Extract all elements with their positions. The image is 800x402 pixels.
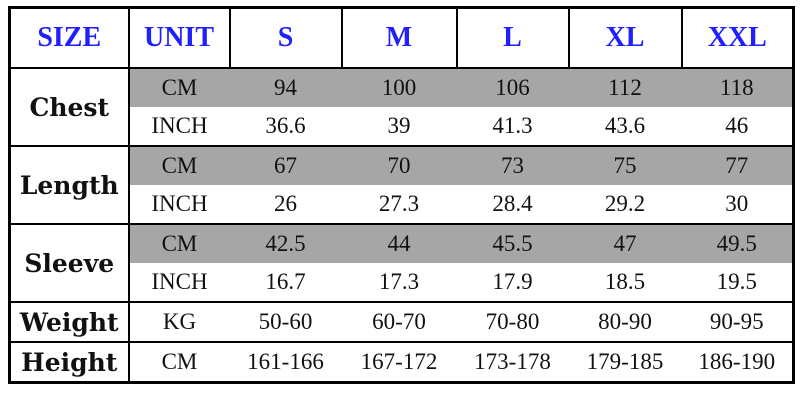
value-cell: 30 [681, 185, 794, 225]
row-label: Chest [8, 67, 130, 147]
value-cell: 179-185 [568, 341, 682, 384]
header-cell: L [456, 6, 570, 69]
value-cell: 100 [341, 67, 457, 107]
value-cell: 94 [229, 67, 342, 107]
row-label: Length [8, 145, 130, 225]
value-cell: 41.3 [456, 107, 569, 147]
unit-cell: CM [127, 341, 230, 384]
data-row: Length CM 67 70 73 75 77 [8, 145, 794, 225]
value-cell: 36.6 [229, 107, 342, 147]
header-cell: S [228, 6, 343, 69]
header-cell: SIZE [8, 6, 130, 69]
value-cell: 75 [568, 145, 682, 185]
value-cell: 47 [568, 223, 682, 263]
value-cell: 167-172 [341, 341, 457, 384]
value-cell: 73 [456, 145, 569, 185]
size-chart: SIZE UNIT S M L XL XXL Chest CM 94 100 106 112 118 INC… [8, 6, 795, 384]
value-cell: 27.3 [341, 185, 457, 225]
value-cell: 70 [341, 145, 457, 185]
value-cell: 186-190 [681, 341, 794, 384]
value-cell: 60-70 [341, 301, 457, 343]
data-row: Sleeve CM 42.5 44 45.5 47 49.5 [8, 223, 794, 303]
unit-cell: CM [127, 67, 230, 107]
unit-cell: CM [127, 223, 230, 263]
row-label: Sleeve [8, 223, 130, 303]
value-cell: 29.2 [568, 185, 682, 225]
value-cell: 17.9 [456, 263, 569, 303]
value-cell: 44 [341, 223, 457, 263]
data-row: Chest CM 94 100 106 112 118 [8, 67, 794, 147]
row-label: Height [8, 341, 130, 384]
row-label: Weight [8, 301, 130, 343]
value-cell: 43.6 [568, 107, 682, 147]
value-cell: 50-60 [229, 301, 342, 343]
value-cell: 17.3 [341, 263, 457, 303]
data-row: Height CM 161-166 167-172 173-178 179-185 186-… [8, 341, 794, 384]
value-cell: 26 [229, 185, 342, 225]
value-cell: 28.4 [456, 185, 569, 225]
header-cell: M [341, 6, 458, 69]
value-cell: 46 [681, 107, 794, 147]
value-cell: 70-80 [456, 301, 569, 343]
value-cell: 173-178 [456, 341, 569, 384]
value-cell: 161-166 [229, 341, 342, 384]
header-cell: XL [568, 6, 683, 69]
value-cell: 39 [341, 107, 457, 147]
value-cell: 112 [568, 67, 682, 107]
value-cell: 49.5 [681, 223, 794, 263]
header-cell: XXL [681, 6, 795, 69]
value-cell: 45.5 [456, 223, 569, 263]
data-row: Weight KG 50-60 60-70 70-80 80-90 90-95 [8, 301, 794, 343]
data-row: INCH 26 27.3 28.4 29.2 30 [10, 185, 794, 225]
header-cell: UNIT [127, 6, 231, 69]
value-cell: 18.5 [568, 263, 682, 303]
unit-cell: CM [127, 145, 230, 185]
data-row: INCH 36.6 39 41.3 43.6 46 [10, 107, 794, 147]
size-table: SIZE UNIT S M L XL XXL Chest CM 94 100 106 112 118 INC… [8, 6, 795, 384]
value-cell: 42.5 [229, 223, 342, 263]
unit-cell: INCH [127, 107, 230, 147]
unit-cell: INCH [127, 263, 230, 303]
header-row: SIZE UNIT S M L XL XXL [8, 6, 795, 69]
value-cell: 67 [229, 145, 342, 185]
unit-cell: KG [127, 301, 230, 343]
value-cell: 118 [681, 67, 794, 107]
value-cell: 80-90 [568, 301, 682, 343]
value-cell: 106 [456, 67, 569, 107]
value-cell: 90-95 [681, 301, 794, 343]
value-cell: 77 [681, 145, 794, 185]
value-cell: 16.7 [229, 263, 342, 303]
unit-cell: INCH [127, 185, 230, 225]
value-cell: 19.5 [681, 263, 794, 303]
data-row: INCH 16.7 17.3 17.9 18.5 19.5 [10, 263, 794, 303]
